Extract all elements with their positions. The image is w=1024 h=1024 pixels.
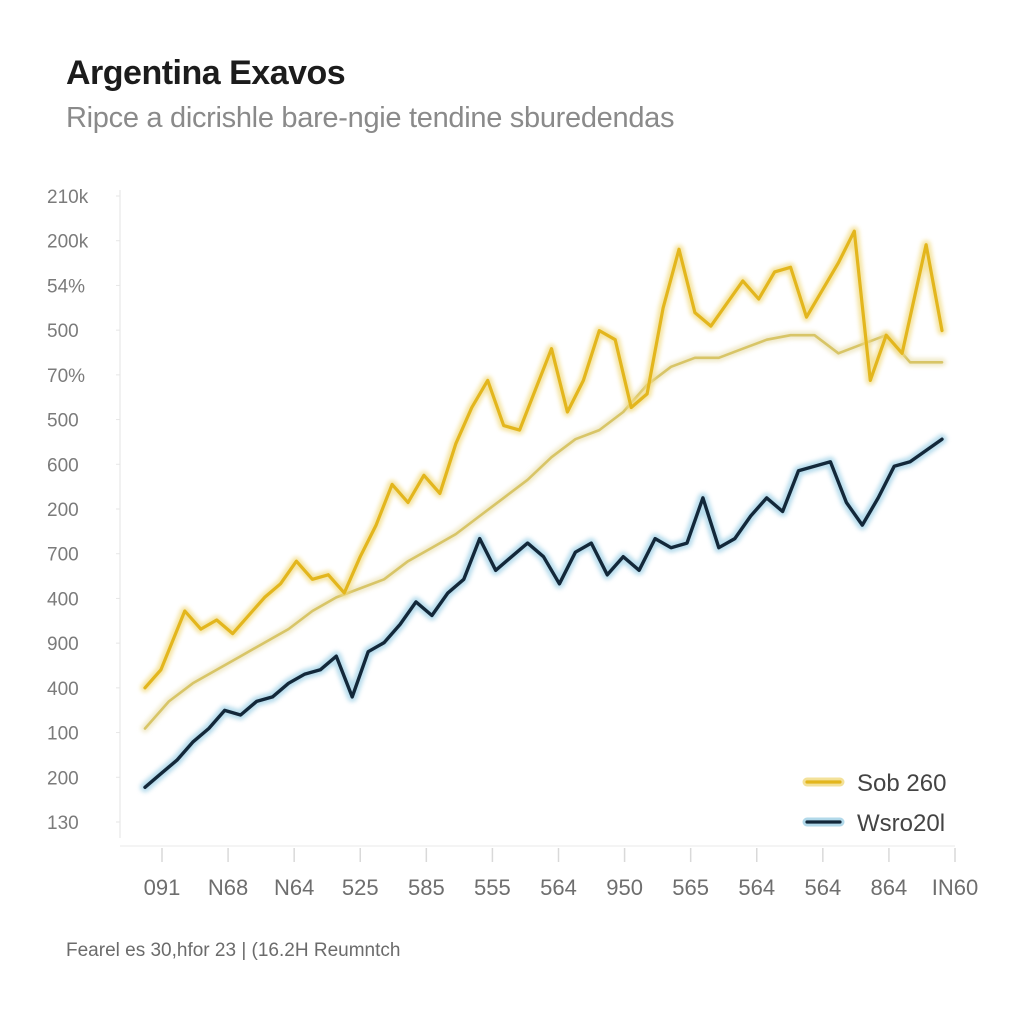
y-tick-label: 500	[47, 411, 79, 432]
x-tick-label: 564	[540, 875, 577, 900]
y-tick-label: 100	[47, 724, 79, 745]
x-tick-label: 950	[606, 875, 643, 900]
series-layer	[140, 226, 947, 793]
y-tick-label: 400	[47, 589, 79, 610]
y-tick-label: 700	[47, 545, 79, 566]
legend-label: Sob 260	[857, 770, 946, 797]
x-tick-label: N68	[208, 875, 248, 900]
y-axis-ticks: 210k 200k 54% 500 70% 500 600 200 700 400 900 400 10…	[47, 187, 120, 834]
series-pale-glow	[141, 331, 946, 733]
y-tick-label: 200	[47, 768, 79, 789]
x-tick-label: 565	[672, 875, 709, 900]
y-tick-label: 500	[47, 321, 79, 342]
x-tick-label: 564	[804, 875, 841, 900]
x-tick-label: 091	[144, 875, 181, 900]
x-axis-ticks: 091 N68 N64 525 585 555 564 950 565 564 564 864 IN60	[144, 848, 978, 900]
y-tick-label: 210k	[47, 187, 89, 208]
y-tick-label: 54%	[47, 276, 85, 297]
series-gold-line	[143, 229, 944, 690]
x-tick-label: 864	[871, 875, 908, 900]
series-navy-line	[143, 437, 944, 789]
x-tick-label: IN60	[932, 875, 978, 900]
x-tick-label: 555	[474, 875, 511, 900]
y-tick-label: 900	[47, 634, 79, 655]
y-tick-label: 70%	[47, 366, 85, 387]
y-tick-label: 400	[47, 679, 79, 700]
legend-label: Wsro20l	[857, 810, 945, 837]
x-tick-label: 585	[408, 875, 445, 900]
x-tick-label: 564	[738, 875, 775, 900]
y-tick-label: 600	[47, 455, 79, 476]
legend: Sob 260 Wsro20l	[802, 770, 946, 837]
y-tick-label: 200	[47, 500, 79, 521]
chart-footer-note: Fearel es 30,hfor 23 | (16.2H Reumntch	[66, 940, 401, 961]
x-tick-label: 525	[342, 875, 379, 900]
y-tick-label: 130	[47, 813, 79, 834]
chart-subtitle: Ripce a dicrishle bare-ngie tendine sbur…	[66, 102, 675, 134]
x-tick-label: N64	[274, 875, 314, 900]
series-pale-line	[143, 333, 944, 730]
y-tick-label: 200k	[47, 232, 89, 253]
series-navy-glow	[140, 434, 947, 793]
chart-title: Argentina Exavos	[66, 54, 346, 92]
